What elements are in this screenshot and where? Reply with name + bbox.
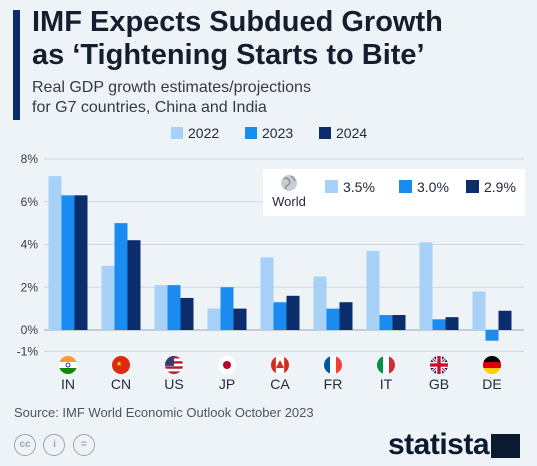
y-tick-label: 0% xyxy=(21,323,39,337)
world-label: World xyxy=(272,194,306,209)
china-flag-icon: ★ xyxy=(112,356,130,374)
bar-IN-2023 xyxy=(61,195,75,330)
accent-bar xyxy=(13,10,20,120)
equals-icon: = xyxy=(72,434,95,456)
legend-label-2024: 2024 xyxy=(336,125,367,141)
world-value-2023: 3.0% xyxy=(417,179,449,195)
x-tick-label-CN: CN xyxy=(111,376,131,392)
x-tick-label-US: US xyxy=(164,376,183,392)
bar-FR-2024 xyxy=(339,302,353,330)
title-line-2: as ‘Tightening Starts to Bite’ xyxy=(32,39,425,71)
x-tick-label-DE: DE xyxy=(482,376,501,392)
chart-subtitle: Real GDP growth estimates/projections fo… xyxy=(32,78,532,118)
bar-CN-2024 xyxy=(127,240,141,330)
globe-icon xyxy=(281,175,297,191)
bar-CA-2024 xyxy=(286,295,300,330)
x-tick-label-FR: FR xyxy=(324,376,343,392)
bar-IN-2024 xyxy=(74,195,88,330)
y-tick-label: -1% xyxy=(17,344,39,358)
license-icons: cc i = xyxy=(14,434,98,456)
svg-text:★: ★ xyxy=(116,360,122,368)
legend-label-2023: 2023 xyxy=(262,125,293,141)
bar-US-2023 xyxy=(167,285,181,330)
creative-commons-icon: cc xyxy=(14,434,36,456)
x-tick-label-IT: IT xyxy=(380,376,393,392)
uk-flag-icon xyxy=(430,356,448,374)
bar-DE-2024 xyxy=(498,310,512,330)
source-note: Source: IMF World Economic Outlook Octob… xyxy=(14,405,314,420)
world-value-2022: 3.5% xyxy=(343,179,375,195)
world-swatch-2024 xyxy=(466,180,479,193)
bar-CN-2022 xyxy=(101,265,115,330)
x-tick-label-CA: CA xyxy=(270,376,290,392)
bar-US-2024 xyxy=(180,297,194,330)
india-flag-icon xyxy=(59,356,77,374)
legend-swatch-2024 xyxy=(319,127,331,139)
statista-logo-mark-icon xyxy=(491,434,520,458)
france-flag-icon xyxy=(324,356,342,374)
bar-IT-2023 xyxy=(379,315,393,330)
bar-GB-2024 xyxy=(445,317,459,330)
bar-GB-2023 xyxy=(432,319,446,330)
bar-DE-2022 xyxy=(472,291,486,330)
bar-JP-2024 xyxy=(233,308,247,330)
bar-IN-2022 xyxy=(48,176,62,330)
y-tick-label: 6% xyxy=(21,195,39,209)
bar-JP-2022 xyxy=(207,308,221,330)
world-swatch-2023 xyxy=(399,180,412,193)
subtitle-line-2: for G7 countries, China and India xyxy=(32,99,267,116)
title-line-1: IMF Expects Subdued Growth xyxy=(32,6,443,38)
canada-flag-icon xyxy=(271,356,289,374)
world-panel xyxy=(263,169,525,216)
y-tick-label: 4% xyxy=(21,238,39,252)
bar-US-2022 xyxy=(154,285,168,330)
germany-flag-icon xyxy=(483,356,501,374)
legend-swatch-2022 xyxy=(171,127,183,139)
bar-FR-2023 xyxy=(326,308,340,330)
bar-JP-2023 xyxy=(220,287,234,330)
bar-FR-2022 xyxy=(313,276,327,330)
bar-GB-2022 xyxy=(419,242,433,330)
x-tick-label-JP: JP xyxy=(219,376,235,392)
y-tick-label: 2% xyxy=(21,280,39,294)
bar-CN-2023 xyxy=(114,223,128,330)
world-swatch-2022 xyxy=(325,180,338,193)
chart-title: IMF Expects Subdued Growth as ‘Tightenin… xyxy=(32,6,532,72)
legend-swatch-2023 xyxy=(245,127,257,139)
japan-flag-icon xyxy=(218,356,236,374)
bar-CA-2023 xyxy=(273,302,287,330)
italy-flag-icon xyxy=(377,356,395,374)
bar-IT-2022 xyxy=(366,250,380,330)
usa-flag-icon xyxy=(165,356,183,374)
world-value-2024: 2.9% xyxy=(484,179,516,195)
bar-IT-2024 xyxy=(392,315,406,330)
x-tick-label-IN: IN xyxy=(61,376,75,392)
statista-logo: statista xyxy=(388,428,490,461)
x-tick-label-GB: GB xyxy=(429,376,449,392)
bar-DE-2023 xyxy=(485,330,499,341)
attribution-icon: i xyxy=(43,434,66,456)
subtitle-line-1: Real GDP growth estimates/projections xyxy=(32,79,311,96)
legend-label-2022: 2022 xyxy=(188,125,219,141)
y-tick-label: 8% xyxy=(21,152,39,166)
bar-CA-2022 xyxy=(260,257,274,330)
